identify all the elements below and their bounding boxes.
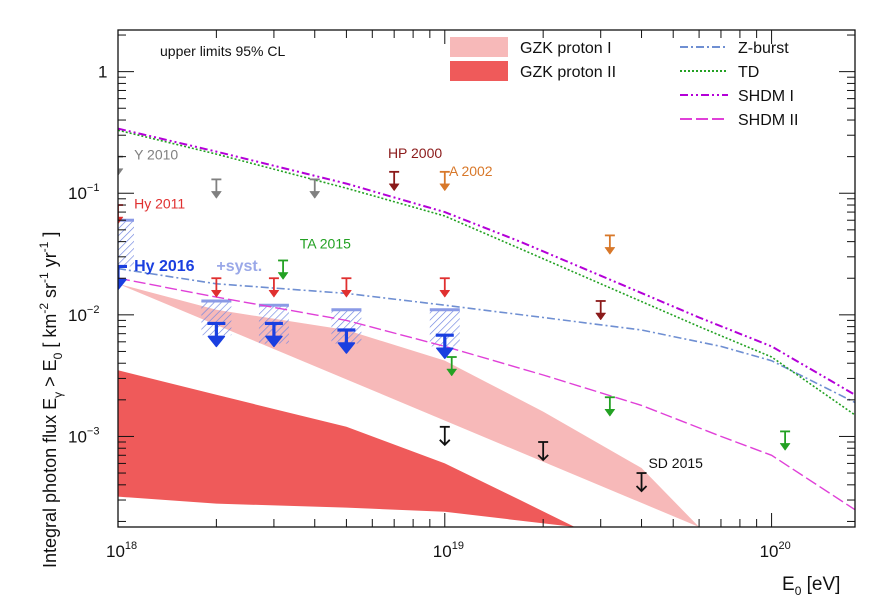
legend-entry: TD xyxy=(680,64,759,81)
limit-head xyxy=(439,183,451,192)
annotation-hy-2011: Hy 2011 xyxy=(134,195,185,211)
limit-head xyxy=(341,289,352,298)
x-axis-title: E0 [eV] xyxy=(782,574,840,598)
limit-head xyxy=(207,335,226,348)
limit-head xyxy=(309,191,320,199)
x-tick-label: 1020 xyxy=(760,540,791,561)
limit-head xyxy=(537,454,549,462)
annotation-ta-2015: TA 2015 xyxy=(300,236,351,252)
limit-head xyxy=(436,347,454,359)
y-tick-label: 10−1 xyxy=(68,182,99,203)
annotation-a-2002: A 2002 xyxy=(449,163,493,179)
upper-limit-arrow xyxy=(264,321,283,348)
y-axis-title: Integral photon flux Eγ > E0 [ km-2 sr-1… xyxy=(37,232,65,568)
upper-limit-arrow xyxy=(309,178,320,199)
limit-head xyxy=(779,443,791,451)
legend-entry: SHDM II xyxy=(680,112,798,129)
upper-limit-arrow xyxy=(118,264,127,291)
plot-area xyxy=(118,127,855,527)
upper-limit-arrow xyxy=(211,277,222,298)
y-tick-label: 10−3 xyxy=(68,425,99,446)
series-line-z-burst xyxy=(118,267,855,404)
limit-head xyxy=(265,335,283,348)
legend-label: GZK proton II xyxy=(520,64,616,81)
limit-head xyxy=(388,183,400,192)
upper-limit-arrow xyxy=(604,396,616,417)
upper-limit-arrow xyxy=(439,170,451,192)
limit-head xyxy=(595,312,606,321)
legend-label: SHDM I xyxy=(738,88,794,105)
legend-label: SHDM II xyxy=(738,112,798,129)
limit-head xyxy=(446,368,457,377)
band-gzk-proton-1 xyxy=(118,283,700,527)
legend-label: GZK proton I xyxy=(520,40,612,57)
limit-head xyxy=(604,247,616,255)
legend-entry: Z-burst xyxy=(680,40,789,57)
annotation-hy-2016: Hy 2016 xyxy=(134,258,195,275)
upper-limit-arrow xyxy=(439,425,451,447)
upper-limit-arrow xyxy=(635,472,648,493)
limit-head xyxy=(635,485,648,493)
legend-label: Z-burst xyxy=(738,40,789,57)
y-tick-label: 10−2 xyxy=(68,304,99,325)
limit-head xyxy=(268,289,280,298)
annotation-syst: +syst. xyxy=(216,258,262,275)
limit-head xyxy=(439,289,451,298)
upper-limit-arrow xyxy=(446,356,457,377)
legend-entry: SHDM I xyxy=(680,88,794,105)
annotation-hp-2000: HP 2000 xyxy=(388,145,442,161)
upper-limit-arrow xyxy=(537,441,549,462)
syst-box xyxy=(118,220,134,267)
legend-entry: GZK proton II xyxy=(450,61,616,81)
limit-head xyxy=(337,342,356,354)
legend-swatch xyxy=(450,37,508,57)
band-gzk-proton-2 xyxy=(118,370,575,527)
limit-head xyxy=(211,289,222,298)
x-tick-label: 1018 xyxy=(106,540,137,561)
upper-limit-arrow xyxy=(207,321,226,348)
upper-limit-arrow xyxy=(211,178,222,199)
annotation-sd-2015: SD 2015 xyxy=(648,455,703,471)
upper-limit-arrow xyxy=(604,234,616,255)
upper-limit-arrow xyxy=(337,328,356,354)
limit-head xyxy=(118,168,124,176)
upper-limit-arrow xyxy=(341,277,352,298)
upper-limit-arrow xyxy=(268,277,280,298)
legend-entry: GZK proton I xyxy=(450,37,612,57)
y-tick-label: 1 xyxy=(98,63,107,82)
upper-limit-arrow xyxy=(779,430,791,451)
limit-head xyxy=(118,278,127,291)
upper-limit-arrow xyxy=(439,277,451,298)
limit-head xyxy=(211,191,222,199)
series-line-shdm-ii xyxy=(118,277,855,511)
limit-head xyxy=(604,409,616,417)
upper-limit-arrow xyxy=(435,333,454,359)
upper-limit-arrow xyxy=(595,300,606,321)
legend-label: TD xyxy=(738,64,759,81)
upper-limit-arrow xyxy=(277,259,289,280)
annotation-y-2010: Y 2010 xyxy=(134,146,178,162)
series-line-td xyxy=(118,129,855,416)
limit-head xyxy=(439,439,451,447)
legend-swatch xyxy=(450,61,508,81)
cl-note: upper limits 95% CL xyxy=(160,43,285,59)
upper-limit-arrow xyxy=(388,170,400,192)
x-tick-label: 1019 xyxy=(433,540,464,561)
limit-head xyxy=(277,272,289,280)
